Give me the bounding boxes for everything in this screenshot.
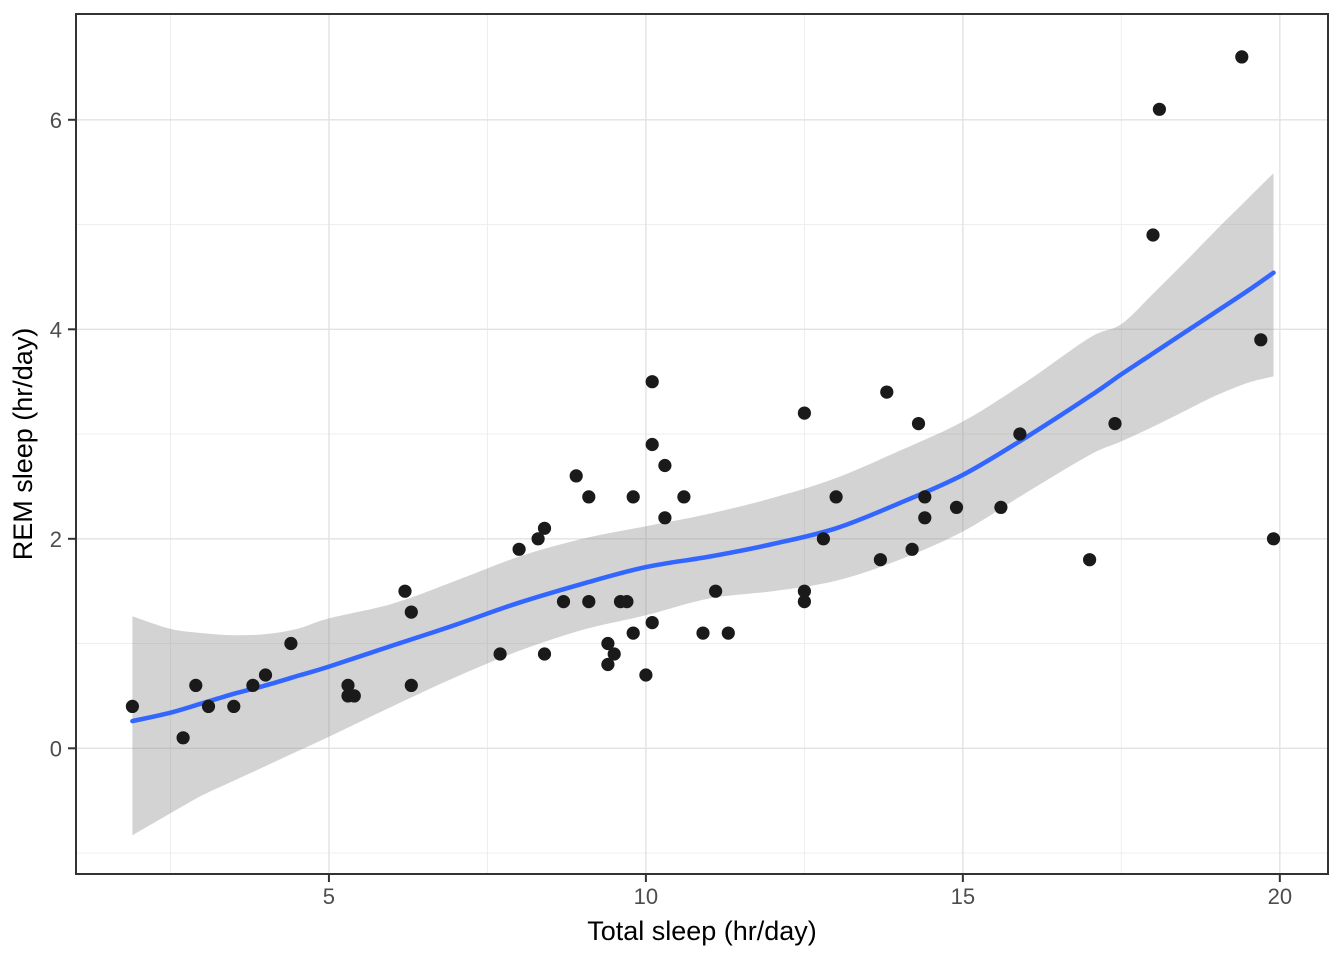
y-tick-label: 0	[50, 736, 62, 761]
data-point	[797, 406, 812, 420]
data-point	[1013, 427, 1027, 441]
data-point	[398, 584, 412, 598]
axes: 5 10 15 20 0 2 4 6	[50, 108, 1292, 909]
data-point	[125, 699, 139, 714]
data-point	[721, 626, 735, 640]
data-point	[284, 636, 298, 651]
data-point	[645, 375, 659, 389]
data-point	[601, 657, 615, 672]
y-tick-label: 4	[50, 317, 62, 342]
data-point	[645, 616, 659, 630]
data-point	[189, 678, 203, 693]
data-point	[1266, 532, 1281, 546]
data-point	[601, 636, 615, 651]
confidence-ribbon	[132, 173, 1274, 836]
grid-major	[76, 14, 1328, 874]
data-point	[404, 678, 418, 693]
panel-border	[75, 13, 1329, 875]
data-point	[341, 678, 355, 693]
data-point	[246, 678, 260, 693]
data-point	[582, 490, 596, 504]
data-point	[1152, 102, 1166, 116]
data-point	[201, 699, 216, 714]
x-tick-label: 15	[951, 884, 975, 909]
y-axis-title: REM sleep (hr/day)	[8, 328, 38, 561]
data-point	[873, 553, 888, 567]
data-point	[537, 647, 552, 661]
data-point	[569, 469, 583, 483]
loess-trend-line	[130, 270, 1276, 724]
data-point	[626, 490, 640, 504]
data-point	[639, 668, 653, 682]
data-point	[905, 542, 919, 556]
data-point	[607, 647, 621, 661]
data-point	[797, 584, 812, 598]
x-tick-label: 20	[1268, 884, 1292, 909]
data-point	[677, 490, 691, 504]
data-point	[537, 521, 552, 535]
data-point	[556, 595, 571, 609]
data-point	[531, 532, 545, 546]
y-tick-label: 6	[50, 108, 62, 133]
data-point	[493, 647, 507, 661]
data-point	[658, 511, 672, 525]
data-point	[696, 626, 710, 640]
data-point	[582, 595, 596, 609]
panel-background	[76, 14, 1328, 874]
data-point	[658, 458, 672, 473]
data-point	[227, 699, 241, 714]
y-tick-label: 2	[50, 527, 62, 552]
data-points	[125, 50, 1281, 745]
x-tick-label: 5	[323, 884, 335, 909]
x-axis-title: Total sleep (hr/day)	[587, 916, 817, 946]
data-point	[994, 500, 1008, 514]
data-point	[1083, 553, 1097, 567]
data-point	[645, 437, 659, 452]
data-point	[512, 542, 526, 556]
data-point	[949, 500, 964, 514]
data-point	[829, 490, 843, 504]
data-point	[347, 689, 361, 703]
data-point	[258, 668, 273, 682]
data-point	[918, 490, 932, 504]
data-point	[176, 731, 190, 745]
data-point	[709, 584, 723, 598]
x-tick-label: 10	[634, 884, 658, 909]
data-point	[911, 417, 926, 431]
data-point	[797, 595, 812, 609]
data-point	[626, 626, 640, 640]
data-point	[1254, 333, 1268, 347]
data-point	[1235, 50, 1249, 64]
data-point	[620, 595, 634, 609]
data-point	[918, 511, 932, 525]
data-point	[404, 605, 418, 619]
data-point	[1146, 228, 1160, 242]
data-point	[880, 385, 894, 399]
data-point	[1108, 417, 1122, 431]
data-point	[816, 532, 831, 546]
